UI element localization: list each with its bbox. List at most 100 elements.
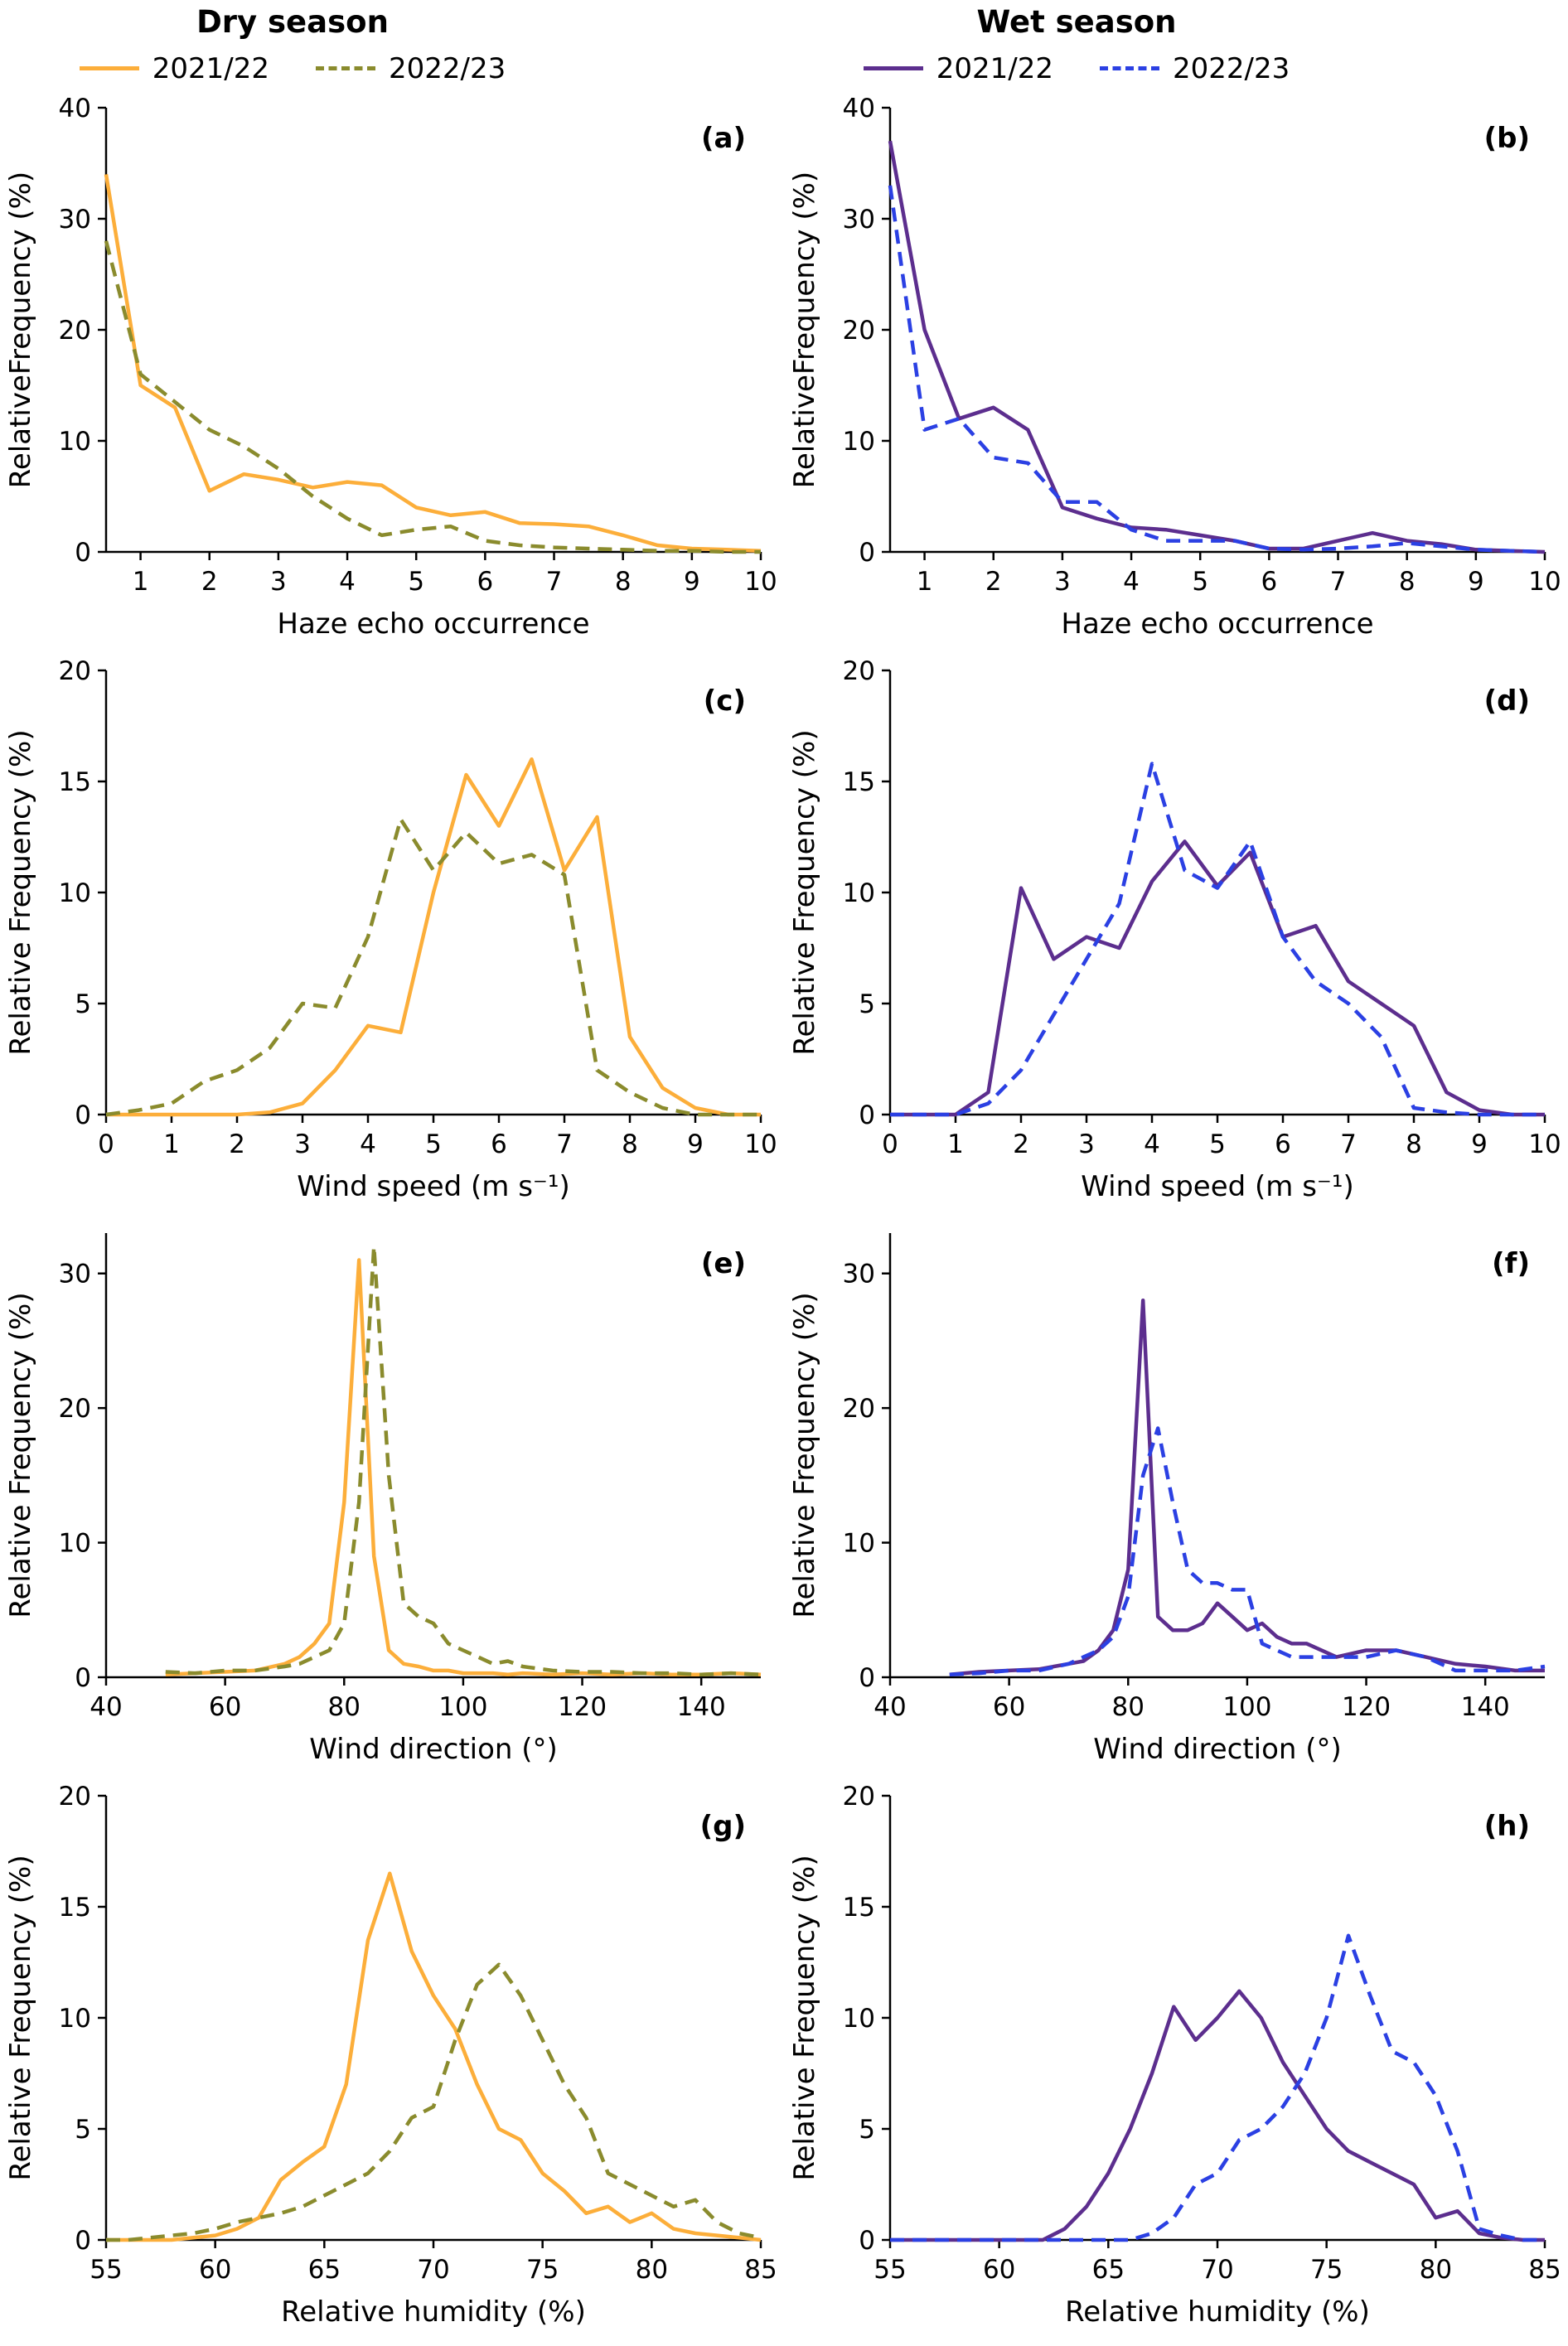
wet-season-header: Wet season 2021/22 2022/23 [685, 0, 1469, 93]
x-axis-label: Wind direction (°) [309, 1733, 558, 1766]
svg-text:0: 0 [75, 1663, 91, 1693]
legend-item: 2022/23 [316, 52, 506, 85]
svg-text:5: 5 [425, 1129, 442, 1159]
series-line-2022-23 [106, 1962, 762, 2242]
svg-text:0: 0 [75, 538, 91, 568]
legend-label: 2022/23 [389, 51, 506, 85]
svg-text:40: 40 [874, 1692, 906, 1722]
svg-text:6: 6 [1275, 1129, 1291, 1159]
svg-text:80: 80 [1420, 2255, 1452, 2285]
series-line-2022-23 [890, 762, 1545, 1117]
y-axis-label: Relative Frequency (%) [4, 729, 37, 1055]
svg-text:4: 4 [339, 567, 356, 597]
legend-item: 2022/23 [1100, 52, 1290, 85]
x-axis-label: Wind direction (°) [1093, 1733, 1342, 1766]
svg-text:3: 3 [270, 567, 287, 597]
solid-line-swatch-icon [79, 66, 139, 71]
svg-text:0: 0 [75, 2226, 91, 2256]
y-axis-label: Relative Frequency (%) [4, 1855, 37, 2180]
axes: 55 60 65 70 75 80 85 0 5 10 15 20 [59, 1782, 777, 2285]
series-line-2022-23 [888, 185, 1546, 554]
svg-text:60: 60 [199, 2255, 231, 2285]
chart-svg-b: 1 2 3 4 5 6 7 8 9 10 0 10 20 30 40 Haze echo occurrence… [788, 94, 1561, 641]
legend-item: 2021/22 [863, 52, 1053, 85]
svg-text:65: 65 [1092, 2255, 1125, 2285]
svg-text:100: 100 [438, 1692, 487, 1722]
svg-text:9: 9 [687, 1129, 704, 1159]
svg-text:80: 80 [1112, 1692, 1145, 1722]
svg-text:1: 1 [163, 1129, 180, 1159]
y-axis-label: RelativeFrequency (%) [788, 172, 821, 488]
y-axis-label: Relative Frequency (%) [4, 1292, 37, 1618]
svg-text:30: 30 [59, 1260, 91, 1289]
svg-text:3: 3 [294, 1129, 311, 1159]
svg-text:2: 2 [1013, 1129, 1029, 1159]
y-axis-label: Relative Frequency (%) [788, 1292, 821, 1618]
svg-text:15: 15 [843, 767, 875, 797]
svg-text:120: 120 [558, 1692, 607, 1722]
svg-text:7: 7 [546, 567, 563, 597]
svg-text:10: 10 [744, 1129, 777, 1159]
svg-text:140: 140 [677, 1692, 726, 1722]
svg-text:20: 20 [843, 316, 875, 346]
svg-text:3: 3 [1078, 1129, 1095, 1159]
x-axis-label: Wind speed (m s⁻¹) [297, 1170, 570, 1203]
svg-text:4: 4 [360, 1129, 376, 1159]
svg-text:10: 10 [59, 878, 91, 908]
x-axis-label: Relative humidity (%) [281, 2295, 586, 2329]
svg-text:60: 60 [983, 2255, 1015, 2285]
series-line-2022-23 [104, 240, 761, 554]
svg-text:6: 6 [477, 567, 494, 597]
charts-grid: 1 2 3 4 5 6 7 8 9 10 0 10 20 30 40 Haze echo occurrence… [0, 93, 1568, 2344]
panel-label: (f) [1492, 1247, 1530, 1280]
solid-line-swatch-icon [863, 66, 923, 71]
svg-text:5: 5 [1192, 567, 1208, 597]
svg-text:9: 9 [684, 567, 700, 597]
chart-panel-g: 55 60 65 70 75 80 85 0 5 10 15 20 Relative humidity … [0, 1781, 784, 2344]
dry-season-header: Dry season 2021/22 2022/23 [0, 0, 685, 93]
panel-label: (b) [1484, 122, 1530, 155]
axes: 40 60 80 100 120 140 0 10 20 30 [843, 1233, 1545, 1722]
svg-text:10: 10 [59, 427, 91, 457]
svg-text:10: 10 [59, 1529, 91, 1559]
chart-panel-b: 1 2 3 4 5 6 7 8 9 10 0 10 20 30 40 Haze echo occurrence… [784, 93, 1568, 655]
series-line-2021-22 [890, 1989, 1545, 2242]
svg-text:15: 15 [59, 1893, 91, 1923]
svg-text:9: 9 [1468, 567, 1484, 597]
legend-label: 2021/22 [152, 51, 269, 85]
svg-text:1: 1 [947, 1129, 964, 1159]
series-line-2022-23 [165, 1244, 762, 1677]
svg-text:5: 5 [408, 567, 424, 597]
series-line-2021-22 [106, 757, 761, 1117]
svg-text:75: 75 [1310, 2255, 1343, 2285]
svg-text:60: 60 [993, 1692, 1025, 1722]
svg-text:20: 20 [59, 1782, 91, 1811]
wet-season-legend: 2021/22 2022/23 [840, 52, 1314, 85]
svg-text:10: 10 [843, 2004, 875, 2034]
svg-text:85: 85 [1528, 2255, 1561, 2285]
svg-text:8: 8 [622, 1129, 638, 1159]
svg-text:70: 70 [1201, 2255, 1233, 2285]
series-line-2022-23 [949, 1426, 1546, 1677]
dry-season-title: Dry season [196, 4, 389, 40]
svg-text:0: 0 [859, 1663, 875, 1693]
svg-text:30: 30 [843, 1260, 875, 1289]
svg-text:8: 8 [1399, 567, 1416, 597]
axes: 55 60 65 70 75 80 85 0 5 10 15 20 [843, 1782, 1561, 2285]
svg-text:0: 0 [75, 1100, 91, 1130]
svg-text:5: 5 [75, 2115, 91, 2145]
svg-text:20: 20 [59, 656, 91, 686]
svg-text:55: 55 [874, 2255, 906, 2285]
axes: 40 60 80 100 120 140 0 10 20 30 [59, 1233, 761, 1722]
chart-svg-c: 0 1 2 3 4 5 6 7 8 9 10 0 5 10 15 20 Wind speed (m s⁻¹) Re… [4, 656, 777, 1203]
svg-text:20: 20 [59, 1394, 91, 1424]
chart-panel-e: 40 60 80 100 120 140 0 10 20 30 Wind direction (°)… [0, 1218, 784, 1781]
svg-text:10: 10 [1528, 567, 1561, 597]
x-axis-label: Haze echo occurrence [1061, 607, 1373, 641]
svg-text:120: 120 [1342, 1692, 1391, 1722]
svg-text:2: 2 [201, 567, 218, 597]
svg-text:6: 6 [1261, 567, 1278, 597]
svg-text:1: 1 [133, 567, 149, 597]
svg-text:20: 20 [843, 656, 875, 686]
svg-text:60: 60 [209, 1692, 241, 1722]
